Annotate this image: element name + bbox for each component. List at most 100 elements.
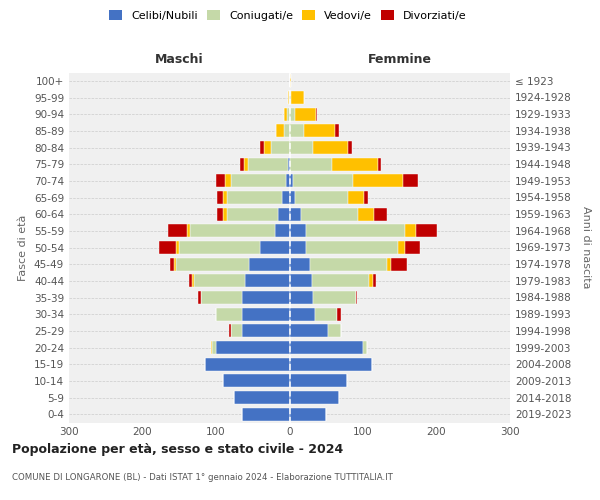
Bar bbox=[211, 341, 212, 354]
Bar bbox=[240, 158, 244, 170]
Bar bbox=[289, 91, 290, 104]
Bar bbox=[244, 158, 248, 170]
Bar bbox=[290, 191, 295, 204]
Bar bbox=[316, 108, 317, 120]
Bar bbox=[278, 208, 290, 220]
Bar bbox=[176, 258, 249, 270]
Bar bbox=[358, 208, 374, 220]
Bar bbox=[295, 108, 316, 120]
Bar bbox=[290, 258, 310, 270]
Bar bbox=[295, 191, 348, 204]
Bar bbox=[223, 191, 227, 204]
Bar bbox=[328, 324, 341, 338]
Bar bbox=[311, 274, 369, 287]
Bar bbox=[194, 274, 245, 287]
Bar bbox=[242, 408, 290, 420]
Bar bbox=[290, 91, 291, 104]
Bar bbox=[290, 158, 332, 170]
Bar bbox=[313, 291, 356, 304]
Bar bbox=[284, 108, 287, 120]
Bar bbox=[260, 241, 290, 254]
Bar bbox=[398, 241, 405, 254]
Bar bbox=[216, 341, 290, 354]
Bar bbox=[403, 174, 418, 188]
Bar bbox=[190, 224, 275, 237]
Bar bbox=[264, 141, 271, 154]
Bar bbox=[305, 224, 405, 237]
Bar bbox=[337, 308, 341, 320]
Bar bbox=[230, 324, 242, 338]
Bar bbox=[284, 124, 290, 138]
Bar bbox=[369, 274, 373, 287]
Legend: Celibi/Nubili, Coniugati/e, Vedovi/e, Divorziati/e: Celibi/Nubili, Coniugati/e, Vedovi/e, Di… bbox=[105, 6, 471, 25]
Bar bbox=[301, 208, 358, 220]
Y-axis label: Anni di nascita: Anni di nascita bbox=[581, 206, 591, 288]
Bar bbox=[378, 158, 382, 170]
Bar bbox=[291, 91, 304, 104]
Bar bbox=[225, 174, 230, 188]
Bar bbox=[290, 324, 328, 338]
Bar bbox=[227, 208, 278, 220]
Bar bbox=[217, 191, 223, 204]
Bar bbox=[223, 208, 227, 220]
Bar bbox=[230, 174, 286, 188]
Bar bbox=[248, 158, 288, 170]
Bar bbox=[245, 274, 290, 287]
Bar bbox=[373, 274, 376, 287]
Text: Popolazione per età, sesso e stato civile - 2024: Popolazione per età, sesso e stato civil… bbox=[12, 442, 343, 456]
Bar bbox=[249, 258, 290, 270]
Bar bbox=[223, 374, 290, 388]
Bar bbox=[287, 108, 290, 120]
Bar bbox=[189, 274, 193, 287]
Bar bbox=[348, 141, 352, 154]
Bar bbox=[290, 241, 305, 254]
Bar bbox=[168, 224, 187, 237]
Bar bbox=[304, 124, 335, 138]
Bar bbox=[217, 208, 223, 220]
Bar bbox=[235, 391, 290, 404]
Bar bbox=[205, 358, 290, 370]
Bar bbox=[310, 258, 387, 270]
Bar bbox=[416, 224, 437, 237]
Bar bbox=[290, 274, 311, 287]
Bar bbox=[242, 291, 290, 304]
Bar bbox=[276, 124, 284, 138]
Bar bbox=[174, 258, 176, 270]
Bar bbox=[290, 124, 304, 138]
Bar bbox=[290, 291, 313, 304]
Bar bbox=[305, 241, 398, 254]
Bar bbox=[288, 91, 289, 104]
Bar bbox=[288, 158, 290, 170]
Bar bbox=[290, 174, 293, 188]
Text: Maschi: Maschi bbox=[155, 53, 203, 66]
Y-axis label: Fasce di età: Fasce di età bbox=[19, 214, 28, 280]
Text: Femmine: Femmine bbox=[368, 53, 432, 66]
Bar bbox=[290, 108, 295, 120]
Bar bbox=[282, 191, 290, 204]
Bar bbox=[197, 291, 202, 304]
Bar bbox=[405, 224, 416, 237]
Bar bbox=[405, 241, 419, 254]
Bar bbox=[290, 224, 305, 237]
Bar bbox=[356, 291, 357, 304]
Bar bbox=[290, 358, 372, 370]
Bar bbox=[290, 341, 363, 354]
Bar bbox=[275, 224, 290, 237]
Bar bbox=[227, 191, 282, 204]
Bar bbox=[170, 258, 174, 270]
Bar bbox=[353, 174, 403, 188]
Bar bbox=[391, 258, 407, 270]
Bar bbox=[290, 308, 315, 320]
Bar bbox=[216, 174, 225, 188]
Bar bbox=[242, 308, 290, 320]
Bar bbox=[176, 241, 179, 254]
Bar bbox=[364, 191, 368, 204]
Bar bbox=[290, 141, 313, 154]
Bar bbox=[216, 308, 242, 320]
Bar bbox=[260, 141, 264, 154]
Bar bbox=[290, 408, 326, 420]
Bar bbox=[229, 324, 230, 338]
Bar bbox=[315, 308, 337, 320]
Bar bbox=[160, 241, 176, 254]
Bar bbox=[363, 341, 367, 354]
